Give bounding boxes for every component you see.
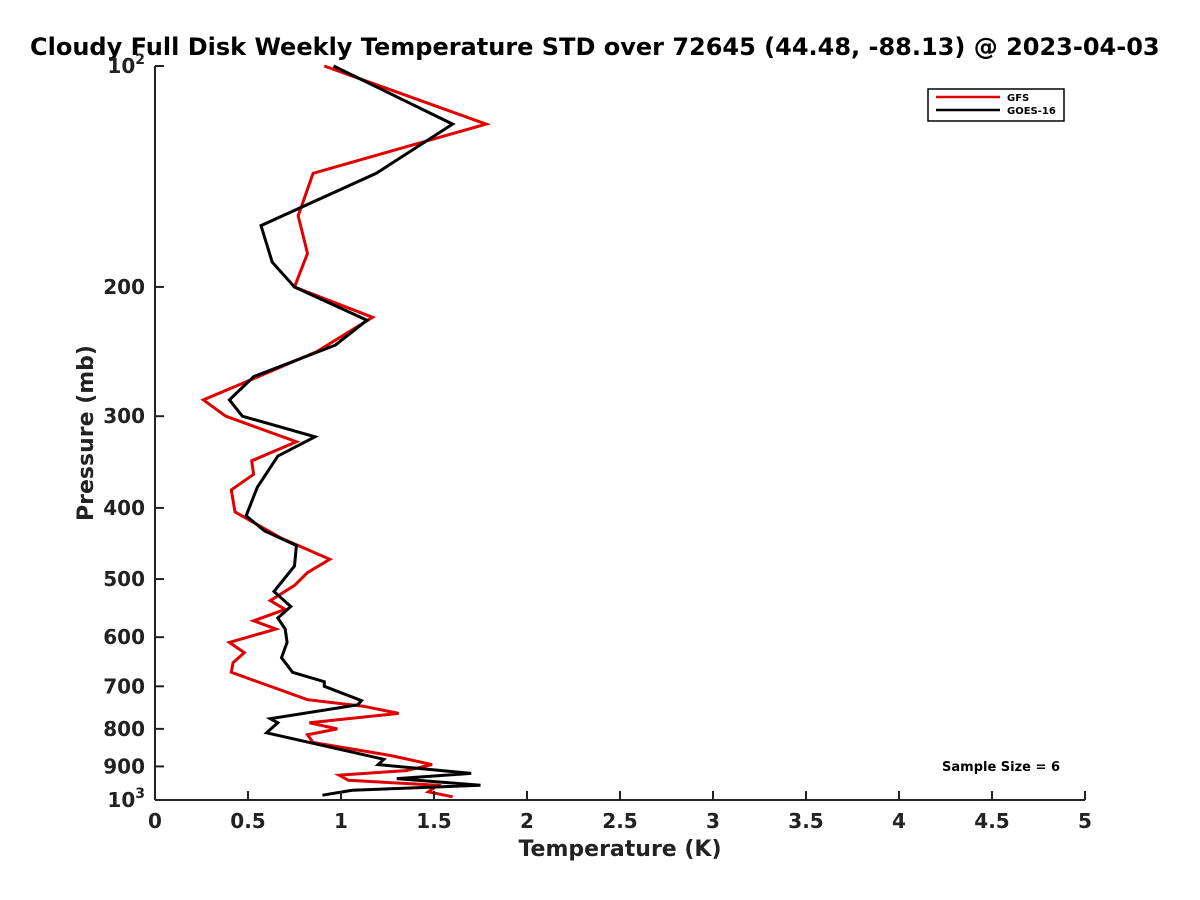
chart-title: Cloudy Full Disk Weekly Temperature STD … (30, 33, 1160, 61)
x-tick-label: 1.5 (416, 809, 451, 833)
plot-area: 0 0.5 1 1.5 2 2.5 3 3.5 4 4.5 5 102 200 300 400 500 600… (103, 52, 1092, 833)
y-tick-label: 103 (107, 786, 145, 812)
x-tick-label: 2 (520, 809, 534, 833)
x-axis-label: Temperature (K) (518, 837, 721, 862)
y-tick-label: 300 (103, 404, 145, 428)
y-tick-label: 200 (103, 275, 145, 299)
legend-box (927, 88, 1065, 122)
y-tick-label: 700 (103, 674, 145, 698)
x-tick-label: 3 (706, 809, 720, 833)
x-tick-label: 4 (892, 809, 906, 833)
x-tick-label: 5 (1078, 809, 1092, 833)
legend: GFS GOES-16 (927, 88, 1065, 122)
y-tick-label: 600 (103, 625, 145, 649)
x-tick-label: 4.5 (974, 809, 1009, 833)
legend-label-goes16: GOES-16 (1007, 106, 1056, 117)
series-layer (200, 64, 492, 799)
x-tick-label: 2.5 (602, 809, 637, 833)
y-tick-label: 900 (103, 754, 145, 778)
y-axis-label: Pressure (mb) (74, 345, 99, 521)
x-tick-label: 1 (334, 809, 348, 833)
y-tick-label: 800 (103, 717, 145, 741)
x-tick-label: 0 (148, 809, 162, 833)
x-tick-label: 3.5 (788, 809, 823, 833)
x-tick-label: 0.5 (230, 809, 265, 833)
x-axis-ticks: 0 0.5 1 1.5 2 2.5 3 3.5 4 4.5 5 (148, 791, 1092, 833)
legend-label-gfs: GFS (1007, 93, 1029, 104)
y-tick-label: 400 (103, 496, 145, 520)
y-axis-ticks: 102 200 300 400 500 600 700 800 900 103 (103, 52, 164, 812)
series-line-goes16 (227, 64, 481, 797)
y-tick-label: 500 (103, 567, 145, 591)
y-tick-label: 102 (107, 52, 145, 78)
sample-size-annotation: Sample Size = 6 (942, 760, 1060, 775)
